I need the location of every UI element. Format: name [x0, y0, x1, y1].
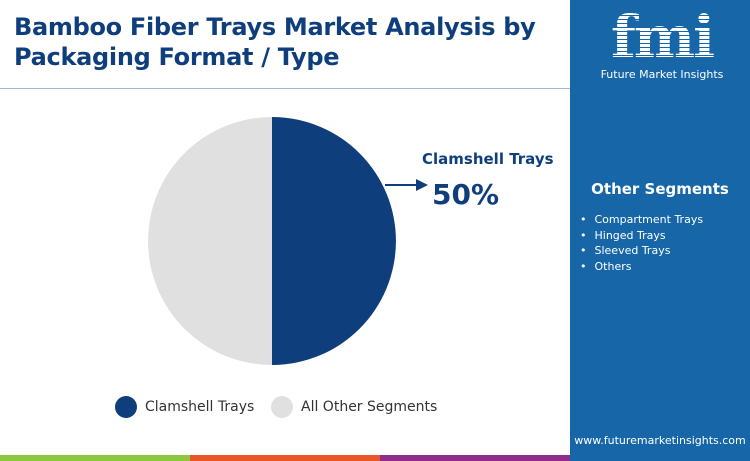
- logo-name: Future Market Insights: [600, 68, 724, 81]
- other-segments-title: Other Segments: [591, 180, 729, 198]
- fmi-logo: fmi Future Market Insights: [592, 8, 732, 88]
- callout-arrow-head: [416, 179, 428, 191]
- callout-label: Clamshell Trays: [422, 150, 554, 168]
- pie-slice-0: [272, 117, 396, 365]
- footer-bar-purple: [380, 455, 570, 461]
- other-segments-list: Compartment Trays Hinged Trays Sleeved T…: [580, 212, 704, 275]
- legend-item-clamshell: Clamshell Trays: [115, 396, 254, 418]
- divider: [0, 88, 570, 89]
- list-item: Others: [580, 259, 703, 275]
- list-item: Compartment Trays: [580, 212, 704, 228]
- pie-chart: [148, 117, 428, 365]
- side-panel: fmi Future Market Insights Other Segment…: [570, 0, 750, 455]
- callout: Clamshell Trays 50%: [422, 150, 554, 211]
- website-url: www.futuremarketinsights.com: [574, 434, 746, 447]
- callout-value: 50%: [432, 178, 500, 211]
- page-title: Bamboo Fiber Trays Market Analysis by Pa…: [14, 13, 536, 71]
- footer-bar-blue: [570, 455, 750, 461]
- legend-label: Clamshell Trays: [145, 399, 255, 415]
- legend-swatch: [115, 396, 137, 418]
- logo-mark: fmi: [592, 8, 732, 66]
- list-item: Sleeved Trays: [580, 243, 703, 259]
- footer-bar-orange: [190, 455, 380, 461]
- pie-slice-1: [148, 117, 272, 365]
- footer-bar-green: [0, 455, 190, 461]
- legend-swatch: [271, 396, 293, 418]
- legend-item-other: All Other Segments: [271, 396, 437, 418]
- legend-label: All Other Segments: [301, 399, 438, 415]
- list-item: Hinged Trays: [580, 228, 703, 244]
